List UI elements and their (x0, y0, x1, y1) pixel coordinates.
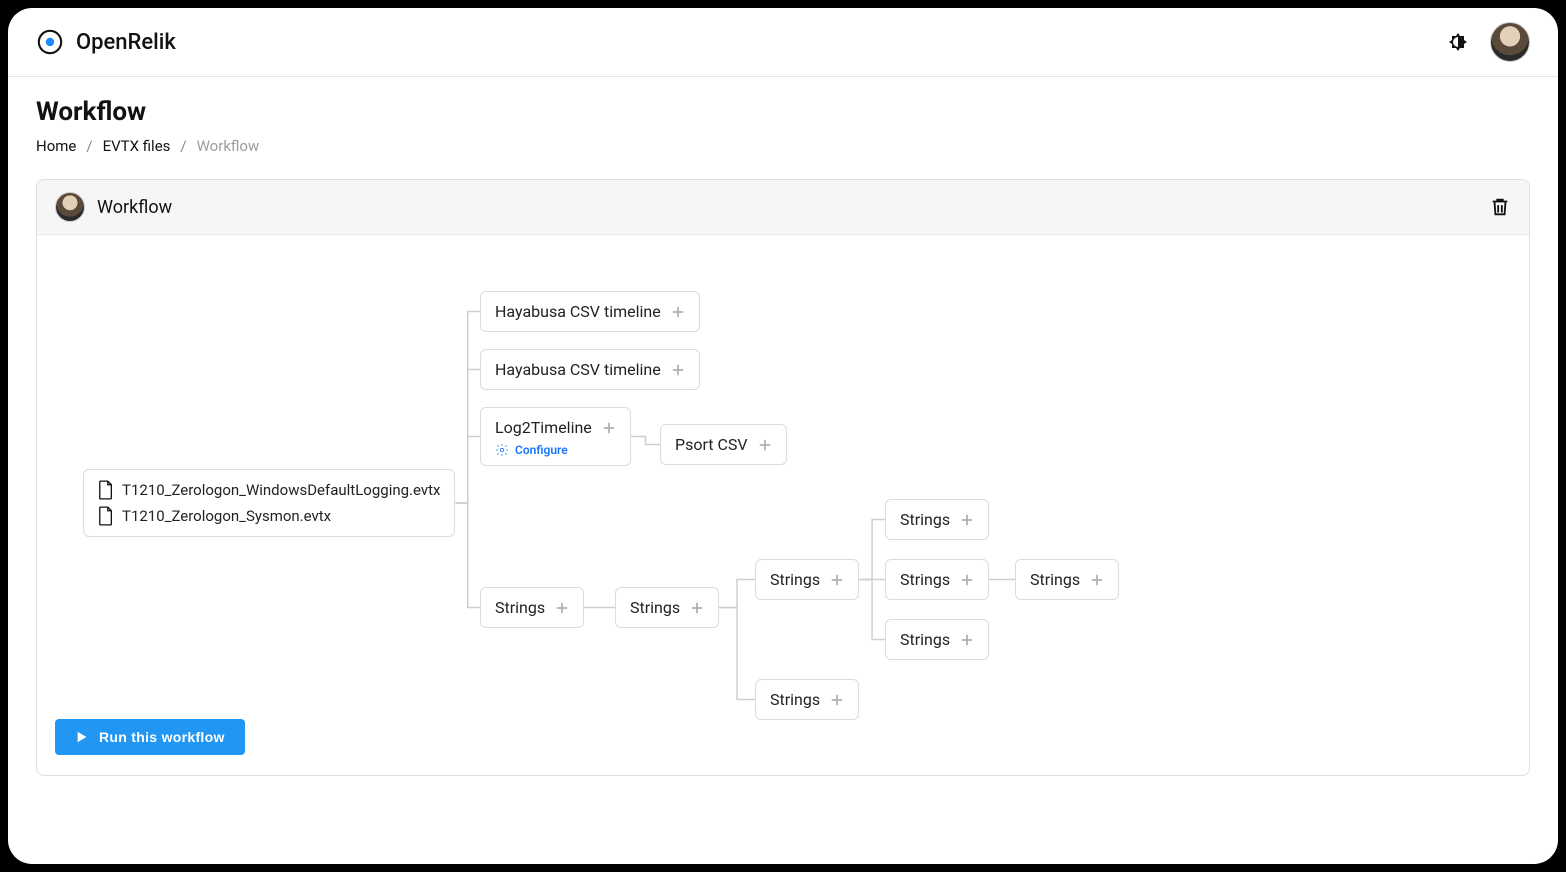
add-icon[interactable] (690, 601, 704, 615)
breadcrumb-home[interactable]: Home (36, 137, 76, 155)
card-header: Workflow (37, 180, 1529, 235)
file-row: T1210_Zerologon_WindowsDefaultLogging.ev… (98, 480, 440, 500)
app-window: OpenRelik Workflow Home / EVTX files / W… (8, 8, 1558, 864)
file-row: T1210_Zerologon_Sysmon.evtx (98, 506, 331, 526)
configure-link[interactable]: Configure (495, 443, 568, 457)
file-name: T1210_Zerologon_Sysmon.evtx (122, 507, 331, 525)
gear-icon (495, 443, 509, 457)
node-label: Hayabusa CSV timeline (495, 302, 661, 321)
card-body: T1210_Zerologon_WindowsDefaultLogging.ev… (37, 235, 1529, 775)
node-label: Strings (900, 630, 950, 649)
brand-name: OpenRelik (76, 30, 176, 55)
add-icon[interactable] (1090, 573, 1104, 587)
file-icon (98, 506, 114, 526)
breadcrumb-current: Workflow (197, 137, 260, 155)
file-icon (98, 480, 114, 500)
top-actions (1446, 22, 1530, 62)
owner-avatar[interactable] (55, 192, 85, 222)
workflow-canvas[interactable]: T1210_Zerologon_WindowsDefaultLogging.ev… (55, 259, 1511, 719)
workflow-node-haya1[interactable]: Hayabusa CSV timeline (480, 291, 700, 332)
add-icon[interactable] (830, 573, 844, 587)
add-icon[interactable] (960, 513, 974, 527)
theme-toggle-icon[interactable] (1446, 30, 1470, 54)
workflow-node-files[interactable]: T1210_Zerologon_WindowsDefaultLogging.ev… (83, 469, 455, 537)
brand[interactable]: OpenRelik (36, 28, 176, 56)
workflow-node-psort[interactable]: Psort CSV (660, 424, 787, 465)
add-icon[interactable] (960, 573, 974, 587)
workflow-node-s3[interactable]: Strings (755, 559, 859, 600)
delete-icon[interactable] (1489, 196, 1511, 218)
node-label: Hayabusa CSV timeline (495, 360, 661, 379)
add-icon[interactable] (758, 438, 772, 452)
workflow-node-s5b[interactable]: Strings (885, 559, 989, 600)
node-label: Log2Timeline (495, 418, 592, 437)
add-icon[interactable] (671, 363, 685, 377)
node-label: Strings (630, 598, 680, 617)
workflow-node-s2[interactable]: Strings (615, 587, 719, 628)
top-bar: OpenRelik (8, 8, 1558, 77)
page-header: Workflow Home / EVTX files / Workflow (8, 77, 1558, 163)
breadcrumb-sep: / (86, 137, 92, 155)
node-label: Strings (770, 570, 820, 589)
workflow-node-l2t[interactable]: Log2Timeline Configure (480, 407, 631, 466)
add-icon[interactable] (602, 421, 616, 435)
run-workflow-button[interactable]: Run this workflow (55, 719, 245, 755)
workflow-node-s4[interactable]: Strings (755, 679, 859, 720)
file-name: T1210_Zerologon_WindowsDefaultLogging.ev… (122, 481, 440, 499)
page-title: Workflow (36, 97, 1530, 127)
add-icon[interactable] (960, 633, 974, 647)
run-button-label: Run this workflow (99, 729, 225, 745)
workflow-node-s5a[interactable]: Strings (885, 499, 989, 540)
workflow-node-s6[interactable]: Strings (1015, 559, 1119, 600)
user-avatar[interactable] (1490, 22, 1530, 62)
node-label: Strings (495, 598, 545, 617)
node-label: Strings (770, 690, 820, 709)
logo-icon (36, 28, 64, 56)
node-label: Psort CSV (675, 435, 748, 454)
node-label: Strings (900, 570, 950, 589)
workflow-node-s5c[interactable]: Strings (885, 619, 989, 660)
breadcrumb: Home / EVTX files / Workflow (36, 137, 1530, 155)
breadcrumb-mid[interactable]: EVTX files (103, 137, 171, 155)
configure-label: Configure (515, 443, 568, 457)
workflow-node-s1[interactable]: Strings (480, 587, 584, 628)
add-icon[interactable] (830, 693, 844, 707)
node-label: Strings (900, 510, 950, 529)
breadcrumb-sep: / (180, 137, 186, 155)
card-title: Workflow (97, 197, 172, 218)
add-icon[interactable] (671, 305, 685, 319)
add-icon[interactable] (555, 601, 569, 615)
play-icon (75, 730, 89, 744)
node-label: Strings (1030, 570, 1080, 589)
workflow-node-haya2[interactable]: Hayabusa CSV timeline (480, 349, 700, 390)
workflow-card: Workflow T1210_Zerologon_WindowsDefaultL… (36, 179, 1530, 776)
